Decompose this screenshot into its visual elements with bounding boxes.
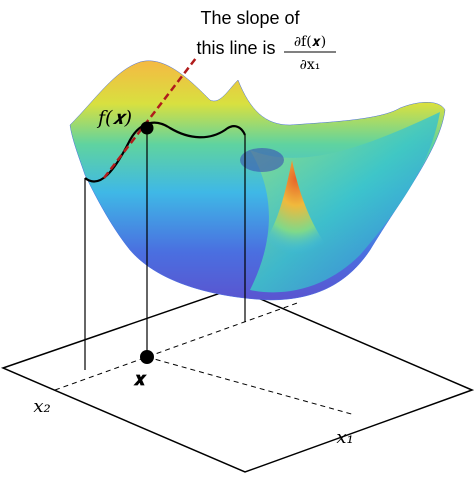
surface-well bbox=[240, 148, 284, 172]
domain-point bbox=[140, 350, 154, 364]
dashed-guide bbox=[146, 356, 356, 416]
dashed-guide bbox=[54, 301, 301, 391]
fraction-denominator: ∂x₁ bbox=[300, 57, 321, 73]
base-plane bbox=[0, 287, 474, 473]
annotation-line1: The slope of bbox=[200, 8, 300, 28]
fraction-numerator: ∂f(𝒙) bbox=[294, 34, 326, 50]
point-label: 𝒙 bbox=[133, 368, 148, 390]
cross-section-curve bbox=[84, 121, 247, 183]
surface-point bbox=[140, 121, 154, 135]
annotation-line2: this line is bbox=[196, 38, 275, 58]
axis-x2-label: x₂ bbox=[33, 396, 50, 417]
surface-spike bbox=[262, 160, 330, 255]
function-value-label: f(𝒙) bbox=[96, 107, 132, 129]
tangent-line bbox=[103, 57, 197, 179]
axis-x1-label: x₁ bbox=[336, 427, 353, 448]
